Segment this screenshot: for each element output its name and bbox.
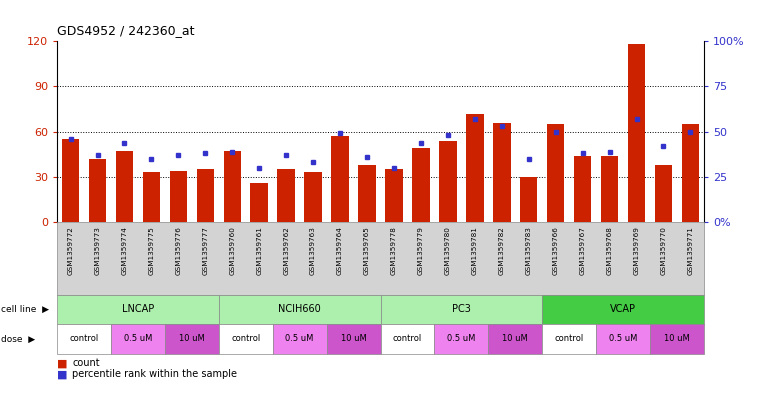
Text: GSM1359766: GSM1359766 [552,226,559,275]
Text: GDS4952 / 242360_at: GDS4952 / 242360_at [57,24,195,37]
Text: GSM1359761: GSM1359761 [256,226,263,275]
Bar [682,124,699,222]
Text: control: control [555,334,584,343]
Text: 0.5 uM: 0.5 uM [609,334,637,343]
Bar [493,123,511,222]
Text: 10 uM: 10 uM [502,334,528,343]
Text: VCAP: VCAP [610,305,636,314]
Text: GSM1359774: GSM1359774 [122,226,127,275]
Bar [62,139,79,222]
Bar [439,141,457,222]
Text: GSM1359769: GSM1359769 [634,226,639,275]
Bar [628,44,645,222]
Bar [574,156,591,222]
Text: GSM1359783: GSM1359783 [526,226,532,275]
Text: GSM1359765: GSM1359765 [364,226,370,275]
Bar [250,183,268,222]
Bar [654,165,672,222]
Text: GSM1359777: GSM1359777 [202,226,209,275]
Text: GSM1359779: GSM1359779 [418,226,424,275]
Text: GSM1359775: GSM1359775 [148,226,154,275]
Text: 0.5 uM: 0.5 uM [285,334,314,343]
Text: 10 uM: 10 uM [664,334,690,343]
Text: GSM1359768: GSM1359768 [607,226,613,275]
Text: NCIH660: NCIH660 [279,305,321,314]
Text: ■: ■ [57,358,68,368]
Text: cell line  ▶: cell line ▶ [1,305,49,314]
Text: 0.5 uM: 0.5 uM [124,334,152,343]
Bar [466,114,483,222]
Bar [89,159,107,222]
Bar [304,172,322,222]
Text: GSM1359763: GSM1359763 [310,226,316,275]
Text: GSM1359767: GSM1359767 [580,226,586,275]
Text: LNCAP: LNCAP [122,305,154,314]
Text: GSM1359760: GSM1359760 [229,226,235,275]
Bar [547,124,565,222]
Text: control: control [231,334,260,343]
Text: GSM1359778: GSM1359778 [391,226,397,275]
Text: PC3: PC3 [452,305,471,314]
Bar [196,169,214,222]
Text: ■: ■ [57,369,68,379]
Text: GSM1359770: GSM1359770 [661,226,667,275]
Text: GSM1359773: GSM1359773 [94,226,100,275]
Bar [224,151,241,222]
Text: GSM1359764: GSM1359764 [337,226,343,275]
Bar [385,169,403,222]
Bar [358,165,376,222]
Bar [278,169,295,222]
Text: control: control [393,334,422,343]
Text: GSM1359781: GSM1359781 [472,226,478,275]
Bar [412,148,430,222]
Text: GSM1359762: GSM1359762 [283,226,289,275]
Text: control: control [69,334,99,343]
Bar [116,151,133,222]
Text: dose  ▶: dose ▶ [1,334,35,343]
Text: GSM1359772: GSM1359772 [68,226,74,275]
Bar [142,172,160,222]
Text: 10 uM: 10 uM [341,334,367,343]
Text: percentile rank within the sample: percentile rank within the sample [72,369,237,379]
Bar [520,177,537,222]
Bar [331,136,349,222]
Text: GSM1359782: GSM1359782 [498,226,505,275]
Text: GSM1359771: GSM1359771 [687,226,693,275]
Text: 0.5 uM: 0.5 uM [447,334,476,343]
Text: GSM1359780: GSM1359780 [445,226,451,275]
Text: count: count [72,358,100,368]
Text: 10 uM: 10 uM [179,334,205,343]
Bar [170,171,187,222]
Bar [601,156,619,222]
Text: GSM1359776: GSM1359776 [175,226,181,275]
